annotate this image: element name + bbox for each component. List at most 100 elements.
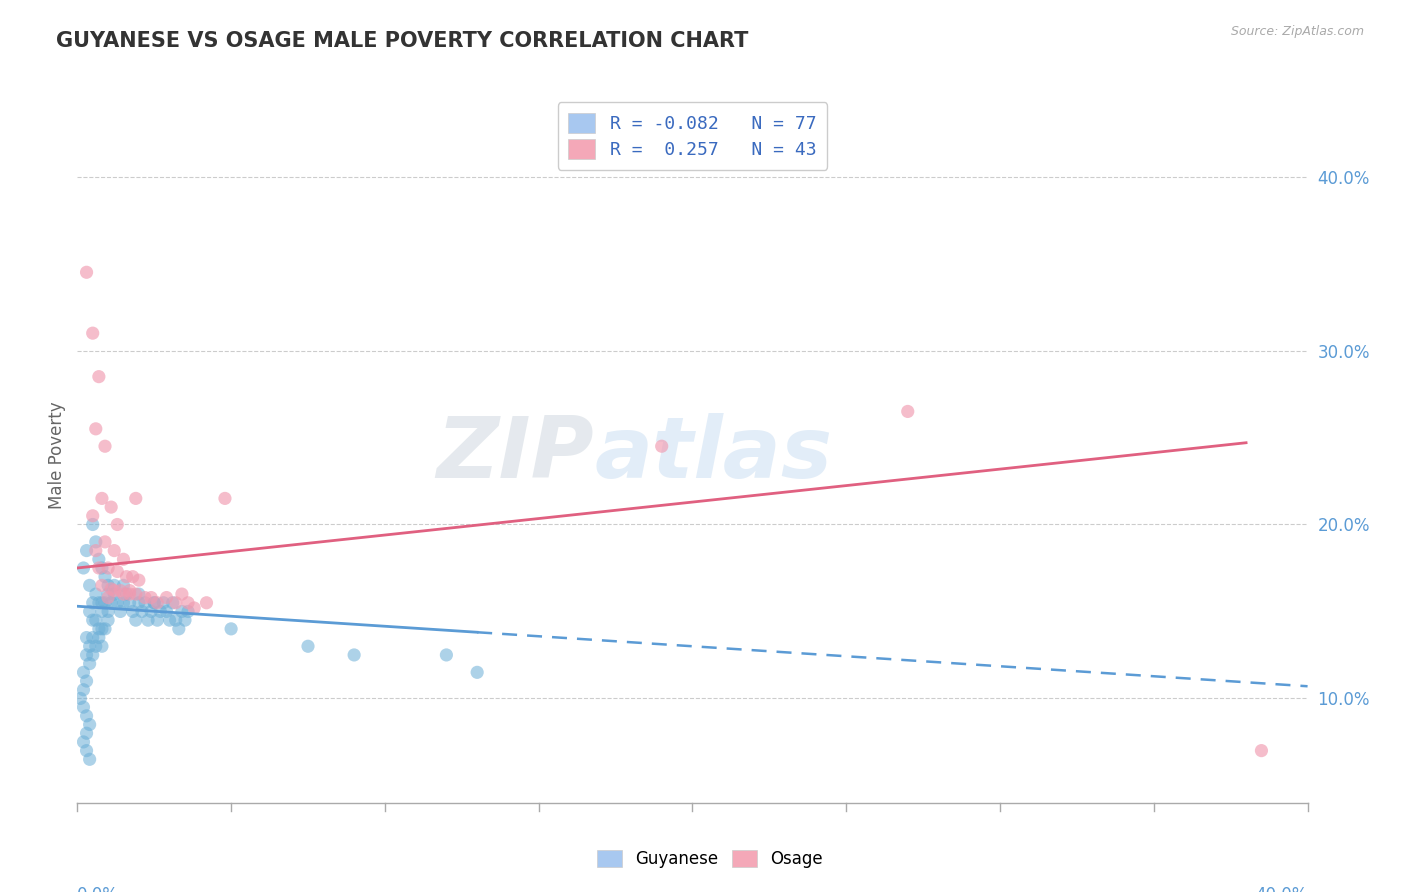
Point xyxy=(76,543,98,558)
Point xyxy=(651,439,673,453)
Point xyxy=(76,674,98,689)
Point xyxy=(90,639,114,653)
Point xyxy=(82,517,104,532)
Point xyxy=(79,657,101,671)
Point xyxy=(87,622,110,636)
Point xyxy=(90,622,114,636)
Point xyxy=(115,587,138,601)
Point xyxy=(141,591,163,605)
Point xyxy=(165,613,187,627)
Point xyxy=(79,578,101,592)
Point xyxy=(103,578,125,592)
Point xyxy=(121,605,143,619)
Legend: Guyanese, Osage: Guyanese, Osage xyxy=(591,843,830,875)
Point xyxy=(141,605,163,619)
Point xyxy=(112,578,135,592)
Point xyxy=(84,639,107,653)
Point xyxy=(84,543,107,558)
Point xyxy=(87,369,110,384)
Point xyxy=(131,605,153,619)
Point xyxy=(125,491,148,506)
Point xyxy=(87,552,110,566)
Point xyxy=(84,587,107,601)
Point xyxy=(118,587,141,601)
Point xyxy=(90,578,114,592)
Point xyxy=(195,596,218,610)
Point xyxy=(183,601,205,615)
Point xyxy=(118,596,141,610)
Point xyxy=(165,596,187,610)
Point xyxy=(146,596,169,610)
Point xyxy=(87,561,110,575)
Point xyxy=(136,613,159,627)
Point xyxy=(94,534,117,549)
Point xyxy=(69,691,91,706)
Point xyxy=(97,591,120,605)
Point xyxy=(134,596,156,610)
Point xyxy=(103,543,125,558)
Point xyxy=(76,708,98,723)
Text: GUYANESE VS OSAGE MALE POVERTY CORRELATION CHART: GUYANESE VS OSAGE MALE POVERTY CORRELATI… xyxy=(56,31,748,51)
Point xyxy=(76,744,98,758)
Point xyxy=(100,582,122,596)
Point xyxy=(128,596,150,610)
Legend: R = -0.082   N = 77, R =  0.257   N = 43: R = -0.082 N = 77, R = 0.257 N = 43 xyxy=(558,103,827,169)
Point xyxy=(343,648,366,662)
Point xyxy=(125,613,148,627)
Point xyxy=(219,622,242,636)
Point xyxy=(87,631,110,645)
Point xyxy=(82,326,104,340)
Point xyxy=(112,587,135,601)
Point xyxy=(72,700,94,714)
Point xyxy=(143,596,166,610)
Point xyxy=(79,752,101,766)
Point xyxy=(97,587,120,601)
Point xyxy=(128,587,150,601)
Point xyxy=(436,648,458,662)
Point xyxy=(170,587,193,601)
Point xyxy=(79,605,101,619)
Text: atlas: atlas xyxy=(595,413,832,497)
Point xyxy=(84,534,107,549)
Point xyxy=(170,605,193,619)
Point xyxy=(162,596,184,610)
Point xyxy=(84,613,107,627)
Point xyxy=(90,596,114,610)
Point xyxy=(76,265,98,279)
Point xyxy=(103,583,125,598)
Point xyxy=(87,596,110,610)
Point xyxy=(82,648,104,662)
Point xyxy=(134,591,156,605)
Point xyxy=(100,500,122,514)
Point xyxy=(94,596,117,610)
Point xyxy=(125,587,148,601)
Point xyxy=(94,439,117,453)
Point xyxy=(110,583,132,598)
Point xyxy=(174,613,197,627)
Point xyxy=(90,605,114,619)
Point xyxy=(97,561,120,575)
Point xyxy=(76,648,98,662)
Point xyxy=(115,570,138,584)
Point xyxy=(82,596,104,610)
Point xyxy=(72,561,94,575)
Point xyxy=(82,613,104,627)
Text: Source: ZipAtlas.com: Source: ZipAtlas.com xyxy=(1230,25,1364,38)
Point xyxy=(72,735,94,749)
Point xyxy=(112,552,135,566)
Point xyxy=(76,631,98,645)
Point xyxy=(82,631,104,645)
Point xyxy=(159,613,181,627)
Point xyxy=(121,570,143,584)
Point xyxy=(90,491,114,506)
Point xyxy=(146,613,169,627)
Point xyxy=(110,605,132,619)
Point xyxy=(1250,744,1272,758)
Point xyxy=(155,605,177,619)
Point xyxy=(76,726,98,740)
Point xyxy=(128,573,150,587)
Point xyxy=(112,596,135,610)
Point xyxy=(97,605,120,619)
Point xyxy=(897,404,920,418)
Point xyxy=(79,717,101,731)
